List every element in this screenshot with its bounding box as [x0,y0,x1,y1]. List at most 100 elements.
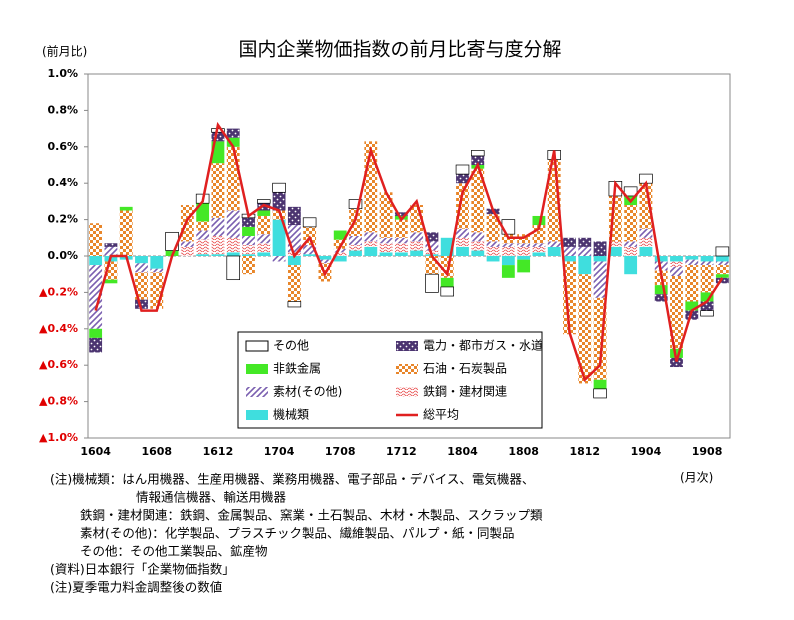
bar-segment [211,235,225,255]
x-tick-label: 1812 [569,445,600,458]
bar-segment [135,263,148,273]
bar-segment [89,256,103,266]
bar-segment [471,168,485,233]
x-tick-label: 1708 [325,445,356,458]
bar-segment [242,226,255,236]
bar-segment [196,239,210,255]
bar-segment [486,241,500,247]
bar-segment [440,277,454,287]
x-tick-label: 1712 [386,445,417,458]
bar-segment [517,256,531,260]
bar-segment [700,292,714,302]
bar-segment [272,210,286,220]
bar-segment [578,274,592,384]
bar-segment [501,265,515,278]
bar-segment [715,277,729,284]
bar-segment [211,132,225,142]
bar-segment [456,237,469,247]
bar-segment [700,256,714,262]
bar-segment [89,328,103,338]
y-tick-label: 0.2% [47,213,78,226]
legend-swatch [246,364,268,374]
bar-segment [593,241,607,256]
bar-segment [700,310,714,317]
bar-segment [257,215,271,235]
x-tick-label: 1908 [692,445,723,458]
legend-label: その他 [273,339,309,353]
bar-segment [563,237,576,247]
bar-segment [104,243,118,247]
bar-segment [89,265,103,329]
legend-swatch [246,387,268,397]
bar-segment [670,276,683,349]
bar-segment [333,256,347,262]
bar-segment [226,210,240,238]
bar-segment [364,246,378,256]
bar-segment [226,252,240,256]
bar-segment [593,256,607,262]
legend-label: 非鉄金属 [273,361,321,376]
bar-segment [196,203,210,222]
bar-segment [471,150,485,157]
x-tick-label: 1808 [508,445,539,458]
bar-segment [501,246,515,256]
note: 鉄鋼・建材関連：鉄鋼、金属製品、窯業・土石製品、木材・木製品、スクラップ類 [80,508,543,523]
bar-segment [272,192,286,211]
bar-segment [639,183,653,229]
legend-swatch [245,340,269,352]
note: 情報通信機器、輸送用機器 [136,490,287,505]
legend-label: 素材(その他) [273,385,342,399]
bar-segment [135,256,148,264]
bar-segment [211,254,225,256]
bar-segment [563,256,576,262]
x-tick-label: 1804 [447,445,478,458]
bar-segment [333,230,347,240]
bar-segment [196,230,210,240]
legend-label: 石油・石炭製品 [423,362,507,376]
bar-segment [302,217,317,228]
bar-segment [593,388,607,399]
bar-segment [654,294,668,302]
bar-segment [456,228,469,238]
bar-segment [196,254,210,256]
bar-segment [670,261,683,267]
bar-segment [211,163,225,218]
bar-segment [456,246,469,256]
bar-segment [639,246,653,256]
bar-segment [150,268,164,273]
bar-segment [471,241,485,251]
bar-segment [700,301,714,311]
y-tick-label: ▲0.6% [39,358,78,371]
total-line [94,121,724,383]
bar-segment [333,252,347,256]
bar-segment [624,256,638,275]
bar-segment [685,256,699,260]
bar-segment [455,164,470,175]
bar-segment [471,232,485,242]
bar-segment [685,259,699,266]
bar-segment [593,379,607,389]
bar-segment [226,137,240,147]
bar-segment [639,237,653,247]
bar-segment [517,246,531,256]
bar-segment [104,246,118,256]
y-tick-label: 0.8% [47,103,78,116]
bar-segment [486,246,500,256]
bar-segment [715,256,729,262]
legend-swatch [246,410,268,420]
y-tick-label: 0.4% [47,176,78,189]
bar-segment [593,261,607,298]
bar-segment [501,256,515,266]
bar-segment [180,241,194,247]
x-axis-label: (月次) [680,471,713,485]
bar-segment [242,217,255,227]
bar-segment [349,235,362,246]
bar-segment [287,301,302,308]
bar-segment [456,183,469,229]
bar-segment [287,265,301,302]
bar-segment [532,215,546,226]
bar-segment [318,256,332,260]
bar-segment [425,273,439,293]
bar-segment [608,246,622,256]
bar-segment [394,252,408,256]
